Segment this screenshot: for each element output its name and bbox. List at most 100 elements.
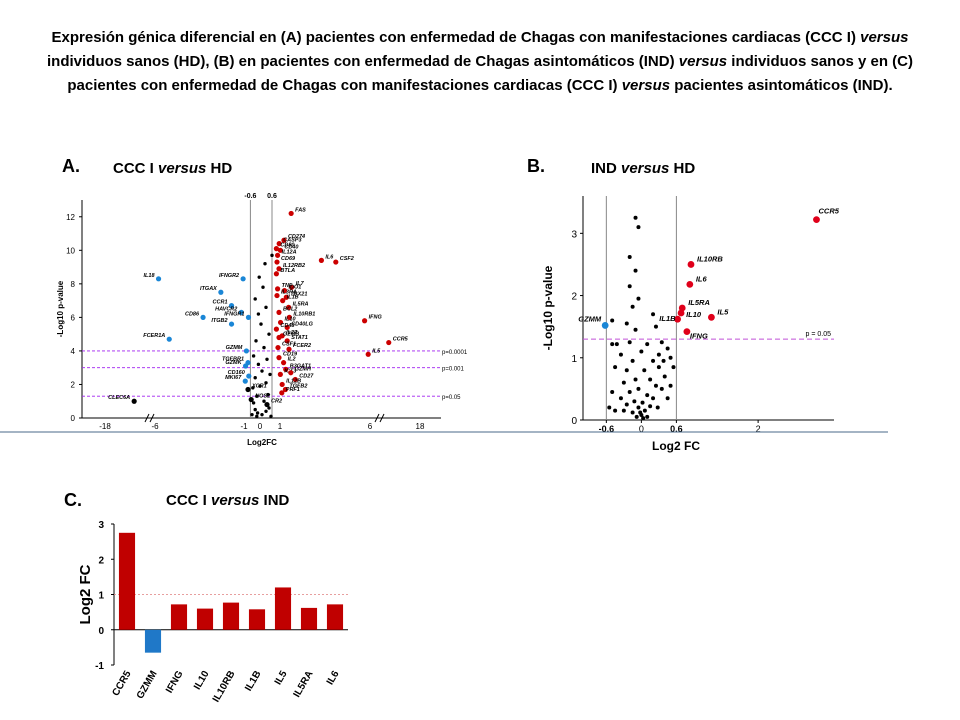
panel-a-point-il12a <box>275 252 281 258</box>
panel-b-point-ns <box>627 254 632 259</box>
panel-a-y-axis-label: -Log10 p-value <box>56 280 65 337</box>
panel-c-title: CCC I versus IND <box>166 492 290 509</box>
panel-a-point-label-cd48: CD48 <box>280 323 295 329</box>
panel-a-point-ns <box>251 354 256 358</box>
panel-c-bar-il5ra <box>300 607 318 630</box>
panel-a-point-label-fcer2: FCER2 <box>293 343 311 349</box>
panel-a-point-gzmb <box>276 334 282 341</box>
panel-a-point-ns <box>262 345 266 350</box>
panel-b-point-label-ifng: IFNG <box>690 332 708 341</box>
panel-b-point-ns <box>634 414 639 419</box>
panel-a-point-label-casp3: CASP3 <box>283 238 301 244</box>
panel-a-point-il12rb2 <box>276 266 282 272</box>
panel-a-point-cd48 <box>273 326 279 332</box>
panel-b-point-gzmm <box>601 322 609 329</box>
panel-a-point-label-btla: BTLA <box>280 268 295 274</box>
panel-b-point-label-il10: IL10 <box>686 310 702 319</box>
panel-a-point-tbx21 <box>283 294 289 300</box>
panel-b-point-label-il1b: IL1B <box>659 314 676 323</box>
panel-a-point-ns <box>264 381 268 385</box>
panel-a-y-tick-label: 2 <box>71 380 76 389</box>
panel-a-point-label-fcer1a: FCER1A <box>143 333 165 339</box>
panel-a-point-ns <box>267 332 271 336</box>
panel-b-point-ns <box>610 318 615 323</box>
panel-b-point-ns <box>662 374 667 379</box>
panel-a-point-label-cd69: CD69 <box>281 256 296 262</box>
panel-a-point-gzmm <box>243 348 249 354</box>
panel-a-point-cr2 <box>264 401 270 408</box>
panel-b-point-ns <box>653 324 658 329</box>
panel-a-point-label-cd86: CD86 <box>185 311 200 317</box>
panel-b-point-ns <box>630 358 635 363</box>
panel-b-point-ns <box>633 215 638 220</box>
panel-b-point-ns <box>636 405 641 410</box>
panel-a-point-ifng <box>362 318 368 324</box>
panel-b-x-tick-label: 0.6 <box>670 424 683 434</box>
title-line-3: pacientes con enfermedad de Chagas con m… <box>67 77 893 94</box>
panel-b-point-il6 <box>686 280 694 288</box>
panel-b-point-ns <box>645 342 650 347</box>
panel-b-point-ns <box>614 342 619 347</box>
panel-b-point-ns <box>655 405 660 410</box>
panel-b-point-ccr5 <box>813 216 820 224</box>
panel-b-pvalue-label: p = 0.05 <box>806 331 832 338</box>
panel-a-point-cd160 <box>246 373 252 379</box>
panel-b-point-il10rb <box>687 261 695 268</box>
panel-b-point-ns <box>638 410 643 415</box>
panel-a-point-ido1 <box>281 287 288 294</box>
title-line-1: Expresión génica diferencial en (A) paci… <box>51 29 909 46</box>
panel-a-point-label-itgb2: ITGB2 <box>211 318 227 324</box>
panel-a-point-ns <box>253 297 257 301</box>
panel-a-point-label-il27: IL27 <box>286 330 298 336</box>
panel-b-point-ns <box>639 349 644 354</box>
panel-a-point-label-nos2: NOS2 <box>255 394 270 400</box>
panel-a-point-ns <box>259 322 263 326</box>
panel-a-point-cd86 <box>200 314 206 320</box>
panel-a-point-ns <box>266 392 270 397</box>
panel-a-point-label-mki67: MKI67 <box>225 375 242 381</box>
panel-a-point-label-bcl2: BCL2 <box>283 306 297 312</box>
panel-a-point-il10 <box>277 319 284 326</box>
panel-a-point-label-b3gat1: B3GAT1 <box>290 363 311 369</box>
panel-c-bar-ccr5 <box>118 532 136 630</box>
panel-a-point-cd27 <box>292 376 298 383</box>
panel-a-point-label-ido1: IDO1 <box>289 285 302 291</box>
panel-a-point-label-cd160: CD160 <box>228 370 245 376</box>
panel-a-point-mki67 <box>242 378 248 384</box>
panel-b-point-ns <box>627 390 632 394</box>
panel-c-x-tick-label-il1b: IL1B <box>243 669 263 693</box>
panel-a-point-label-xcr1: XCR1 <box>251 383 267 389</box>
panel-a-point-label-gzmm: GZMM <box>226 345 243 351</box>
panel-c-y-tick-label: 0 <box>98 626 104 637</box>
panel-b-point-ns <box>624 402 629 407</box>
panel-a-point-ns <box>264 305 268 310</box>
panel-b-point-ns <box>651 358 656 363</box>
panel-a-point-tgfb2 <box>282 386 288 393</box>
panel-b-point-ns <box>640 400 645 405</box>
panel-b-point-label-ccr5: CCR5 <box>818 207 839 216</box>
panel-a-point-ns <box>250 412 254 417</box>
panel-b-point-ns <box>653 383 658 388</box>
panel-a-point-il1b <box>280 298 286 304</box>
panel-a-pvalue-label: p=0.0001 <box>442 350 468 356</box>
panel-a-point-ns <box>269 414 273 419</box>
panel-a-point-label-cd40: CD40 <box>284 244 298 250</box>
panel-b-point-ns <box>633 268 638 273</box>
panel-b-point-ns <box>648 404 653 409</box>
panel-c-y-tick-label: 1 <box>98 591 104 602</box>
panel-b-point-label-il10rb: IL10RB <box>697 254 723 263</box>
panel-b-point-label-gzmm: GZMM <box>578 314 602 323</box>
panel-a-point-label-il1b: IL1B <box>287 295 299 301</box>
panel-b-point-il1b <box>674 315 681 323</box>
panel-b-point-ns <box>668 383 673 388</box>
panel-b-point-ns <box>618 352 623 357</box>
panel-c-y-tick-label: 3 <box>98 520 104 531</box>
panel-a-point-clec6a <box>131 398 137 404</box>
panel-a-point-il10rb1 <box>286 314 292 320</box>
panel-a-point-label-cd27: CD27 <box>299 373 314 379</box>
panel-b-point-ns <box>627 340 632 345</box>
panel-b-y-tick-label: 2 <box>571 292 577 303</box>
panel-c-y-axis-label: Log2 FC <box>77 564 94 624</box>
panel-b-point-ns <box>651 312 656 317</box>
panel-a-point-ns <box>265 357 269 362</box>
